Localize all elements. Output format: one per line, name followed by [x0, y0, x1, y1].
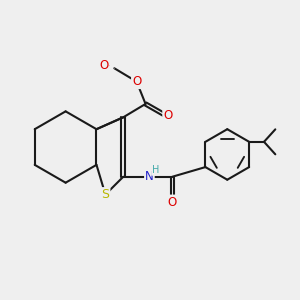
Text: O: O: [127, 65, 128, 66]
Text: O: O: [168, 196, 177, 208]
Text: O: O: [99, 59, 109, 72]
Text: O: O: [132, 75, 141, 88]
Text: S: S: [101, 188, 110, 201]
Text: O: O: [109, 65, 110, 66]
Text: H: H: [152, 165, 159, 175]
Text: O: O: [114, 66, 115, 67]
Text: O: O: [113, 66, 114, 67]
Text: O: O: [163, 109, 172, 122]
Text: O: O: [114, 68, 115, 69]
Text: N: N: [145, 170, 154, 183]
